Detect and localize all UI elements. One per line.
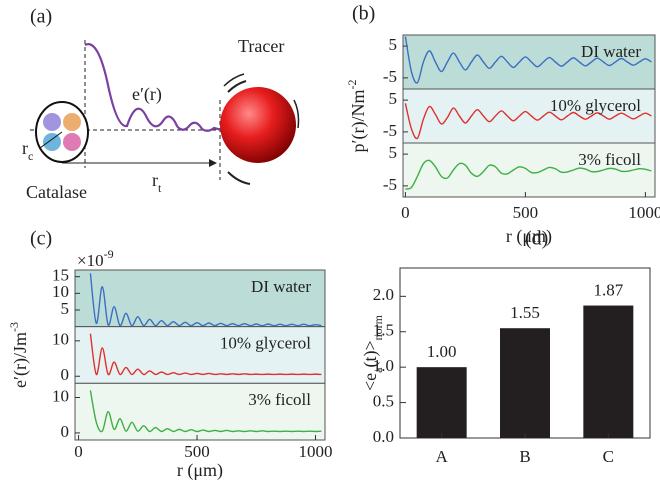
y-axis-label: <ea(t)>norm xyxy=(360,314,385,391)
data-line xyxy=(404,103,652,140)
bar xyxy=(416,367,467,438)
y-axis-label-sub2: norm xyxy=(371,314,385,340)
motion-arc xyxy=(223,73,245,87)
x-axis-label-base: r (μm) xyxy=(177,460,223,481)
rt-label: rt xyxy=(152,170,162,195)
scale-label-sup: -9 xyxy=(104,247,114,261)
x-tick-label: C xyxy=(603,447,614,466)
scale-label: ×10-9 xyxy=(77,247,114,270)
y-tick-label: 5 xyxy=(389,143,398,162)
y-tick-label: 0 xyxy=(61,365,70,384)
y-axis-label: e′(r)/Jm-3 xyxy=(7,322,31,388)
tracer-sphere xyxy=(220,87,296,163)
y-axis-label-base: e′(r)/Jm xyxy=(10,332,31,388)
x-tick-label: B xyxy=(519,447,530,466)
subunit xyxy=(43,133,61,151)
y-tick-label: 10 xyxy=(52,282,69,301)
data-line xyxy=(89,333,322,376)
motion-arc xyxy=(227,171,251,185)
series-label: 10% glycerol xyxy=(550,96,641,115)
data-line xyxy=(405,159,652,190)
panel-label: (b) xyxy=(352,3,375,25)
value-label: 1.87 xyxy=(593,280,623,299)
y-tick-label: 5 xyxy=(389,35,398,54)
panel-label: (c) xyxy=(30,228,52,250)
y-tick-label: -5 xyxy=(383,67,397,86)
schematic: (a) Tracer e′(r) rc Catalase rt xyxy=(22,6,300,202)
y-tick-label: 2.0 xyxy=(373,285,394,304)
y-tick-label: 15 xyxy=(52,266,69,285)
subunit xyxy=(43,113,61,131)
scale-label-base: ×10 xyxy=(77,251,104,270)
x-tick-label: 0 xyxy=(401,203,410,222)
series-label: 3% ficoll xyxy=(248,390,311,409)
value-label: 1.55 xyxy=(510,303,540,322)
motion-arc xyxy=(227,80,247,93)
y-axis-label-sub: a xyxy=(371,367,385,373)
data-line xyxy=(89,273,322,327)
y-axis-label-mid: (t)> xyxy=(360,340,381,367)
y-axis-label-base: <e xyxy=(360,373,380,391)
catalase-label: Catalase xyxy=(26,182,87,202)
y-tick-label: 0 xyxy=(61,422,70,441)
subplot-background xyxy=(402,142,656,198)
panel-label: (d) xyxy=(525,228,548,250)
radius-line xyxy=(39,131,63,149)
tracer-label: Tracer xyxy=(238,36,284,56)
data-line xyxy=(404,36,652,84)
rc-label: rc xyxy=(22,138,33,163)
rc-base: r xyxy=(22,138,28,158)
series-label: DI water xyxy=(251,277,311,296)
motion-arc xyxy=(293,99,300,129)
y-tick-label: 10 xyxy=(52,386,69,405)
energy-curve xyxy=(84,43,223,132)
y-tick-label: 0.5 xyxy=(373,391,394,410)
y-tick-label: 1.0 xyxy=(373,356,394,375)
x-tick-label: 0 xyxy=(74,442,83,461)
x-tick-label: A xyxy=(436,447,449,466)
y-axis-label: p′(r)/Nm-2 xyxy=(345,80,369,153)
x-axis-label-base: r (μm) xyxy=(506,226,552,247)
subunit xyxy=(63,133,81,151)
bar xyxy=(583,305,634,438)
subplot-background xyxy=(402,34,656,90)
panel-label: (a) xyxy=(30,6,52,28)
subunit xyxy=(63,113,81,131)
y-tick-label: 10 xyxy=(52,330,69,349)
x-axis-label: r (μm) xyxy=(506,226,552,247)
y-axis-label-sup: -2 xyxy=(345,80,359,90)
x-tick-label: 1000 xyxy=(299,442,333,461)
series-label: 10% glycerol xyxy=(220,334,311,353)
value-label: 1.00 xyxy=(427,342,457,361)
data-line xyxy=(89,390,322,433)
y-tick-label: 5 xyxy=(389,89,398,108)
x-tick-label: 500 xyxy=(513,203,539,222)
rt-sub: t xyxy=(158,181,162,195)
y-tick-label: 0.0 xyxy=(373,427,394,446)
y-axis-label-base: p′(r)/Nm xyxy=(348,90,369,153)
y-tick-label: 5 xyxy=(61,299,70,318)
y-axis-label-sup: -3 xyxy=(7,322,21,332)
y-tick-label: 1.5 xyxy=(373,321,394,340)
bar xyxy=(500,328,550,438)
rt-base: r xyxy=(152,170,158,190)
series-label: 3% ficoll xyxy=(578,150,641,169)
x-tick-label: 500 xyxy=(184,442,210,461)
series-label: DI water xyxy=(581,42,641,61)
curve-label: e′(r) xyxy=(132,84,162,105)
y-tick-label: -5 xyxy=(383,121,397,140)
rc-sub: c xyxy=(28,149,33,163)
x-axis-label: r (μm) xyxy=(177,460,223,481)
x-tick-label: 1000 xyxy=(628,203,660,222)
y-tick-label: -5 xyxy=(383,175,397,194)
